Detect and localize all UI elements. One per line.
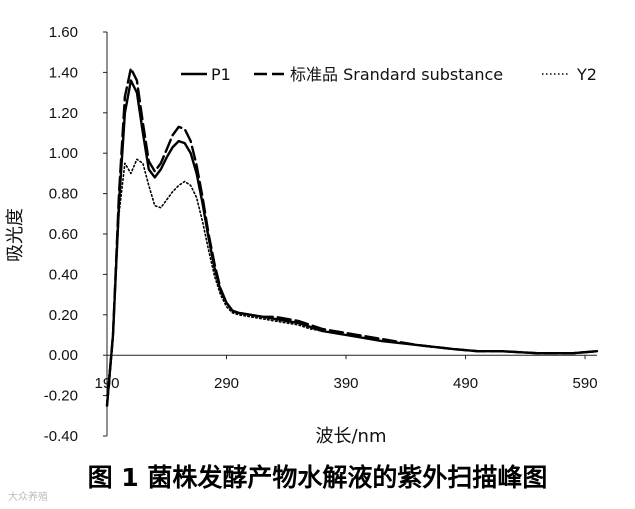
series-line-3 [106, 158, 598, 397]
y-tick-label: 0.60 [49, 226, 78, 243]
y-tick-label: 1.40 [49, 64, 78, 81]
y-tick-label: 1.20 [49, 105, 78, 122]
watermark-text: 大众养殖 [8, 492, 48, 503]
y-tick-label: 1.60 [49, 24, 78, 41]
y-axis-ticks: 1.60 1.40 1.20 1.00 0.80 0.60 0.40 0.20 0.00 -0.2… [44, 24, 107, 445]
y-tick-label: 0.80 [49, 186, 78, 203]
x-tick-label: 490 [453, 375, 478, 392]
x-tick-label: 390 [334, 375, 359, 392]
y-tick-label: -0.20 [44, 388, 78, 405]
y-tick-label: 0.40 [49, 266, 78, 283]
legend: P1 标准品 Srandard substance Y2 [181, 65, 597, 84]
x-tick-label: 290 [214, 375, 239, 392]
y-axis-title: 吸光度 [5, 208, 26, 262]
series-line-2 [105, 67, 599, 407]
legend-label-3: Y2 [576, 65, 597, 84]
series-lines [105, 67, 599, 407]
series-line-1 [105, 79, 599, 407]
y-tick-label: 0.20 [49, 307, 78, 324]
x-axis-title: 波长/nm [315, 426, 386, 447]
y-tick-label: 0.00 [49, 347, 78, 364]
uv-spectrum-chart: 1.60 1.40 1.20 1.00 0.80 0.60 0.40 0.20 0.00 -0.2… [5, 24, 599, 447]
legend-label-1: P1 [211, 65, 231, 84]
y-tick-label: 1.00 [49, 145, 78, 162]
legend-label-2: 标准品 Srandard substance [290, 65, 503, 84]
x-tick-label: 590 [573, 375, 598, 392]
y-tick-label: -0.40 [44, 428, 78, 445]
figure-caption: 图 1 菌株发酵产物水解液的紫外扫描峰图 [87, 463, 548, 492]
x-axis-ticks: 190 290 390 490 590 [94, 355, 598, 392]
